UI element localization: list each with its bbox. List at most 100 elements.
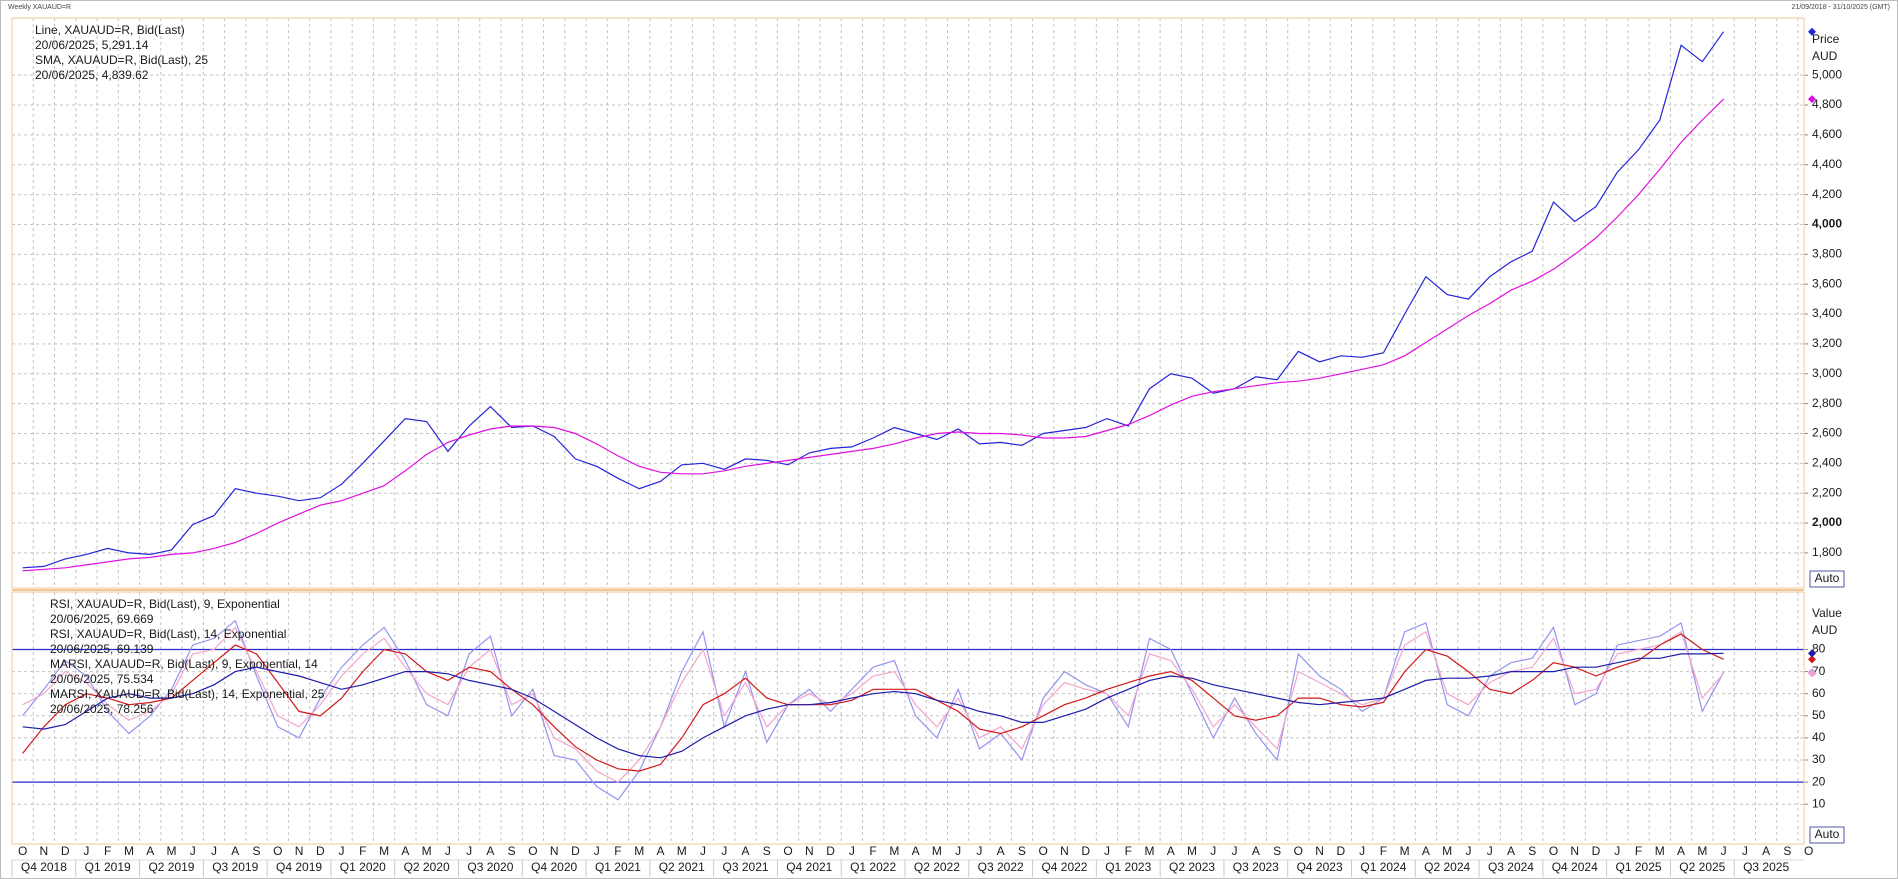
x-tick-label: A [231, 844, 239, 858]
x-tick-label: J [83, 844, 89, 858]
x-tick-label: M [1442, 844, 1452, 858]
x-tick-label: N [805, 844, 814, 858]
x-tick-label: A [997, 844, 1005, 858]
x-tick-label: J [1210, 844, 1216, 858]
y-tick-label: 3,600 [1812, 276, 1842, 290]
quarter-label: Q4 2021 [786, 860, 832, 874]
window-title: Weekly XAUAUD=R [8, 4, 71, 11]
auto-button-label[interactable]: Auto [1815, 827, 1840, 841]
y-tick-label: 80 [1812, 642, 1826, 656]
x-tick-label: N [1060, 844, 1069, 858]
series-line [22, 31, 1725, 569]
last-value-marker [1808, 655, 1816, 664]
x-tick-label: A [1762, 844, 1770, 858]
x-tick-label: F [1635, 844, 1642, 858]
quarter-label: Q3 2019 [212, 860, 258, 874]
auto-button-label[interactable]: Auto [1815, 571, 1840, 585]
x-tick-label: D [571, 844, 580, 858]
legend-name: RSI, XAUAUD=R, Bid(Last), 14, Exponentia… [50, 627, 286, 641]
x-tick-label: A [1167, 844, 1175, 858]
x-tick-label: J [849, 844, 855, 858]
x-tick-label: A [146, 844, 154, 858]
legend-last-value: 20/06/2025, 75.534 [50, 672, 154, 686]
legend-last-value: 20/06/2025, 4,839.62 [35, 68, 149, 82]
x-tick-label: J [339, 844, 345, 858]
series-line [22, 98, 1725, 572]
y-tick-label: 4,800 [1812, 97, 1842, 111]
y-tick-label: 40 [1812, 730, 1826, 744]
legend-last-value: 20/06/2025, 5,291.14 [35, 38, 149, 52]
x-tick-label: M [634, 844, 644, 858]
x-tick-label: S [1783, 844, 1791, 858]
quarter-label: Q2 2025 [1679, 860, 1725, 874]
x-tick-label: M [379, 844, 389, 858]
x-tick-label: M [166, 844, 176, 858]
y-tick-label: 10 [1812, 796, 1826, 810]
quarter-label: Q3 2021 [723, 860, 769, 874]
y-tick-label: 60 [1812, 686, 1826, 700]
x-tick-label: D [1592, 844, 1601, 858]
series-line [22, 633, 1724, 772]
x-tick-label: A [401, 844, 409, 858]
x-tick-label: N [295, 844, 304, 858]
y-tick-label: 30 [1812, 752, 1826, 766]
quarter-label: Q4 2020 [531, 860, 577, 874]
x-tick-label: S [508, 844, 516, 858]
x-tick-label: M [1655, 844, 1665, 858]
x-tick-label: S [1528, 844, 1536, 858]
y-tick-label: 3,400 [1812, 306, 1842, 320]
quarter-label: Q2 2024 [1424, 860, 1470, 874]
x-tick-label: N [550, 844, 559, 858]
y-tick-label: 2,600 [1812, 426, 1842, 440]
y-tick-label: 3,800 [1812, 247, 1842, 261]
x-tick-label: M [1145, 844, 1155, 858]
y-tick-label: 1,800 [1812, 545, 1842, 559]
y-tick-label: 20 [1812, 774, 1826, 788]
panel-frame [11, 591, 1805, 845]
legend-name: RSI, XAUAUD=R, Bid(Last), 9, Exponential [50, 597, 280, 611]
axis-title: Price [1812, 32, 1840, 46]
x-tick-label: J [1721, 844, 1727, 858]
x-tick-label: N [40, 844, 49, 858]
x-tick-label: D [61, 844, 70, 858]
quarter-label: Q2 2021 [659, 860, 705, 874]
x-tick-label: A [912, 844, 920, 858]
y-tick-label: 50 [1812, 708, 1826, 722]
y-tick-label: 4,000 [1812, 217, 1842, 231]
x-tick-label: A [742, 844, 750, 858]
auto-button[interactable] [1809, 570, 1845, 588]
quarter-label: Q1 2023 [1105, 860, 1151, 874]
panel-frame [11, 17, 1805, 589]
x-tick-label: O [1039, 844, 1048, 858]
x-tick-label: J [190, 844, 196, 858]
auto-button[interactable] [1809, 826, 1845, 844]
x-tick-label: F [869, 844, 876, 858]
y-tick-label: 3,200 [1812, 336, 1842, 350]
series-line [22, 652, 1724, 759]
x-tick-label: J [1487, 844, 1493, 858]
x-tick-label: F [1380, 844, 1387, 858]
series-line [22, 619, 1725, 801]
x-tick-label: M [422, 844, 432, 858]
quarter-label: Q3 2024 [1488, 860, 1534, 874]
quarter-label: Q1 2021 [595, 860, 641, 874]
quarter-label: Q1 2025 [1616, 860, 1662, 874]
quarter-label: Q3 2020 [467, 860, 513, 874]
x-tick-label: S [1273, 844, 1281, 858]
date-range: 21/09/2018 - 31/10/2025 (GMT) [1792, 4, 1890, 11]
x-tick-label: M [1400, 844, 1410, 858]
x-tick-label: J [976, 844, 982, 858]
series-line [22, 626, 1725, 783]
x-tick-label: M [932, 844, 942, 858]
y-tick-label: 70 [1812, 664, 1826, 678]
x-tick-label: M [889, 844, 899, 858]
quarter-label: Q3 2023 [1233, 860, 1279, 874]
quarter-label: Q4 2019 [276, 860, 322, 874]
y-tick-label: 4,400 [1812, 157, 1842, 171]
x-tick-label: D [1337, 844, 1346, 858]
last-value-marker [1808, 95, 1816, 104]
y-tick-label: 3,000 [1812, 366, 1842, 380]
quarter-label: Q1 2020 [340, 860, 386, 874]
x-tick-label: J [445, 844, 451, 858]
